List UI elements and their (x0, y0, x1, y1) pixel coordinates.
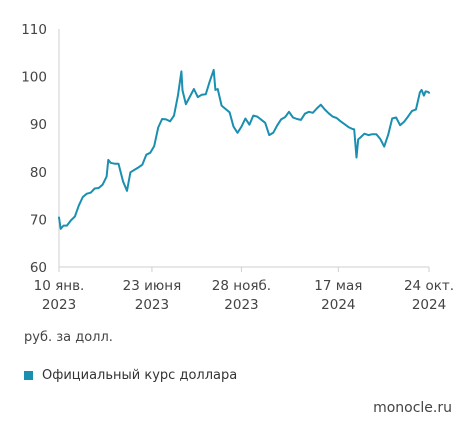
series-line-usd-rate (58, 68, 430, 230)
x-tick-label-date: 23 июня (123, 278, 182, 294)
y-tick-label: 90 (30, 117, 47, 133)
legend-swatch (24, 371, 33, 380)
x-tick-label-date: 17 мая (314, 278, 362, 294)
x-tick-label-year: 2024 (412, 297, 446, 313)
y-tick-label: 100 (21, 70, 47, 86)
y-tick-label: 70 (30, 212, 47, 228)
x-tick-label-year: 2023 (135, 297, 169, 313)
y-axis-ticks: 60 70 80 90 100 110 (21, 22, 47, 276)
x-tick-label-year: 2024 (321, 297, 355, 313)
x-tick-label-year: 2023 (224, 297, 258, 313)
legend-label: Официальный курс доллара (42, 368, 238, 383)
x-tick-label-date: 24 окт. (404, 278, 454, 294)
y-tick-label: 60 (30, 260, 47, 276)
legend: Официальный курс доллара (24, 368, 237, 383)
y-tick-label: 110 (21, 22, 47, 38)
x-tick-label-year: 2023 (42, 297, 76, 313)
x-axis-ticks: 10 янв. 2023 23 июня 2023 28 нояб. 2023 17 мая… (34, 267, 454, 313)
y-tick-label: 80 (30, 165, 47, 181)
x-tick-label-date: 28 нояб. (212, 278, 271, 294)
unit-label: руб. за долл. (24, 330, 113, 345)
x-tick-label-date: 10 янв. (34, 278, 85, 294)
line-chart: 60 70 80 90 100 110 10 янв. 2023 23 июня 2023 28 … (21, 22, 454, 313)
source-label: monocle.ru (373, 400, 452, 416)
